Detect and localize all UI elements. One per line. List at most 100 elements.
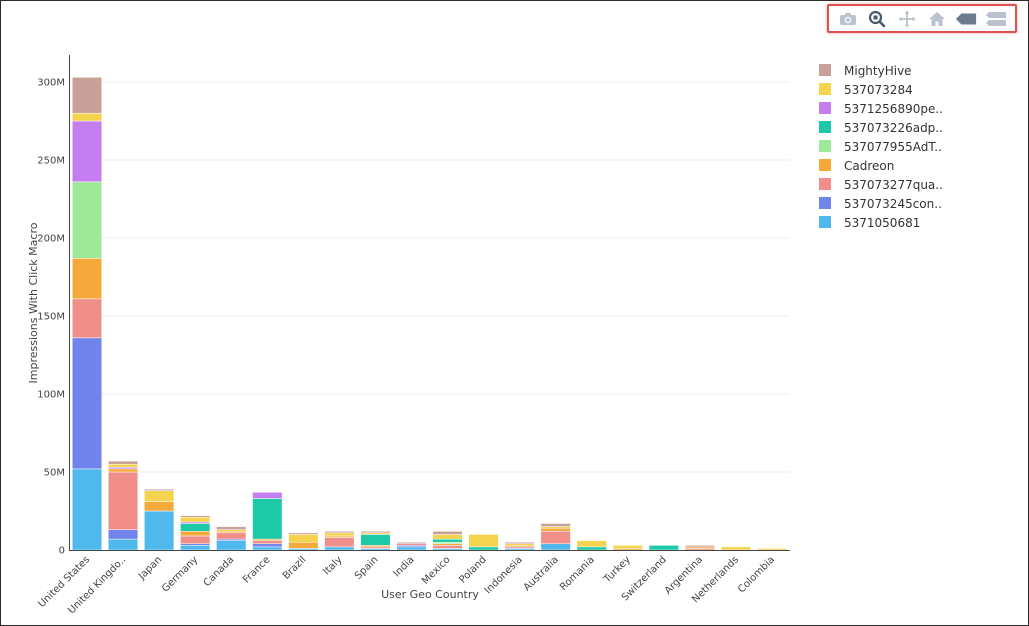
x-tick-label: Poland <box>457 554 488 585</box>
legend: MightyHive 537073284 5371256890pe.. 5370732… <box>819 64 943 230</box>
bar-segment[interactable] <box>216 526 247 530</box>
y-tick-label: 0 <box>59 546 65 557</box>
bar-segment[interactable] <box>540 543 571 551</box>
legend-swatch <box>819 178 831 190</box>
bar-segment[interactable] <box>144 490 175 502</box>
legend-swatch <box>819 121 831 133</box>
legend-item[interactable]: Cadreon <box>819 159 894 173</box>
x-tick-label: Japan <box>136 554 164 582</box>
bar-segment[interactable] <box>144 501 175 512</box>
bar-segment[interactable] <box>144 488 175 491</box>
legend-label: 5371256890pe.. <box>844 102 943 116</box>
legend-label: 5371050681 <box>844 216 920 230</box>
camera-icon[interactable] <box>837 9 859 29</box>
bar-segment[interactable] <box>180 523 211 532</box>
legend-swatch <box>819 64 831 76</box>
legend-item[interactable]: 5371256890pe.. <box>819 102 943 116</box>
bar-segment[interactable] <box>360 531 391 534</box>
legend-item[interactable]: 537073284 <box>819 83 913 97</box>
bar-segment[interactable] <box>108 460 139 465</box>
x-tick-label: Romania <box>558 554 597 593</box>
bar-segment[interactable] <box>71 337 103 470</box>
bar-segment[interactable] <box>468 546 499 551</box>
bar-segment[interactable] <box>71 181 103 259</box>
bar-segment[interactable] <box>324 546 355 551</box>
y-tick-labels: 0 50M 100M 150M 200M 250M 300M <box>37 78 65 557</box>
legend-item[interactable]: 5371050681 <box>819 216 920 230</box>
hover-closest-icon[interactable] <box>955 9 977 29</box>
bar-segment[interactable] <box>252 492 283 499</box>
bar-segment[interactable] <box>396 546 427 551</box>
bar-segment[interactable] <box>324 531 355 534</box>
bar-segment[interactable] <box>180 531 211 537</box>
bar-segment[interactable] <box>540 523 571 527</box>
bar-segment[interactable] <box>612 545 643 549</box>
bar-segment[interactable] <box>71 468 103 551</box>
bar-segment[interactable] <box>144 510 175 551</box>
bar-segment[interactable] <box>252 546 283 551</box>
bar-segment[interactable] <box>684 545 715 548</box>
legend-item[interactable]: 537077955AdT.. <box>819 140 942 154</box>
bar-segment[interactable] <box>360 534 391 546</box>
bar-segment[interactable] <box>324 532 355 537</box>
bar-segment[interactable] <box>252 543 283 548</box>
legend-item[interactable]: 537073245con.. <box>819 197 942 211</box>
bar-segment[interactable] <box>216 540 247 551</box>
bar-segment[interactable] <box>288 541 319 549</box>
bar-segment[interactable] <box>71 298 103 339</box>
bar-segment[interactable] <box>252 540 283 545</box>
bar-segment[interactable] <box>432 534 463 540</box>
bar-segment[interactable] <box>432 545 463 549</box>
bar-segment[interactable] <box>71 258 103 300</box>
bar-segment[interactable] <box>576 540 607 548</box>
bar-segment[interactable] <box>252 498 283 540</box>
legend-label: Cadreon <box>844 159 894 173</box>
legend-swatch <box>819 102 831 114</box>
x-tick-label: Germany <box>160 554 200 594</box>
legend-swatch <box>819 159 831 171</box>
x-tick-label: Indonesia <box>483 554 525 596</box>
y-tick-label: 300M <box>37 78 65 89</box>
bar-segment[interactable] <box>540 527 571 532</box>
bar-segment[interactable] <box>180 545 211 551</box>
bar-segment[interactable] <box>720 546 751 551</box>
bar-segment[interactable] <box>648 545 679 551</box>
legend-label: 537073284 <box>844 83 913 97</box>
bar-segment[interactable] <box>180 515 211 518</box>
bar-segment[interactable] <box>396 541 427 545</box>
hover-compare-icon[interactable] <box>985 9 1007 29</box>
bar-segment[interactable] <box>504 541 535 545</box>
gridlines <box>69 81 790 473</box>
y-tick-label: 100M <box>37 390 65 401</box>
legend-swatch <box>819 83 831 95</box>
bar-segment[interactable] <box>324 537 355 548</box>
bar-segment[interactable] <box>108 538 139 551</box>
bar-segment[interactable] <box>756 548 788 551</box>
bar-segment[interactable] <box>540 531 571 545</box>
bar-segment[interactable] <box>71 112 103 122</box>
pan-icon[interactable] <box>896 9 918 29</box>
home-icon[interactable] <box>926 9 948 29</box>
bar-segment[interactable] <box>108 463 139 468</box>
bar-segment[interactable] <box>288 534 319 543</box>
bar-segment[interactable] <box>180 535 211 545</box>
bar-segment[interactable] <box>108 471 139 530</box>
legend-item[interactable]: 537073277qua.. <box>819 178 943 192</box>
legend-label: 537073226adp.. <box>844 121 943 135</box>
legend-item[interactable]: MightyHive <box>819 64 912 78</box>
bar-segment[interactable] <box>108 468 139 473</box>
bar-segment[interactable] <box>180 516 211 523</box>
bar-segment[interactable] <box>432 538 463 543</box>
bar-segment[interactable] <box>216 532 247 540</box>
zoom-icon[interactable] <box>866 9 888 29</box>
bar-segment[interactable] <box>108 529 139 540</box>
bar-segment[interactable] <box>288 532 319 535</box>
bar-segment[interactable] <box>432 531 463 535</box>
bar-segment[interactable] <box>468 534 499 548</box>
bar-segment[interactable] <box>71 77 103 114</box>
x-tick-label: Spain <box>353 554 381 582</box>
legend-item[interactable]: 537073226adp.. <box>819 121 943 135</box>
bar-segment[interactable] <box>576 546 607 551</box>
bar-segment[interactable] <box>71 120 103 183</box>
legend-swatch <box>819 197 831 209</box>
